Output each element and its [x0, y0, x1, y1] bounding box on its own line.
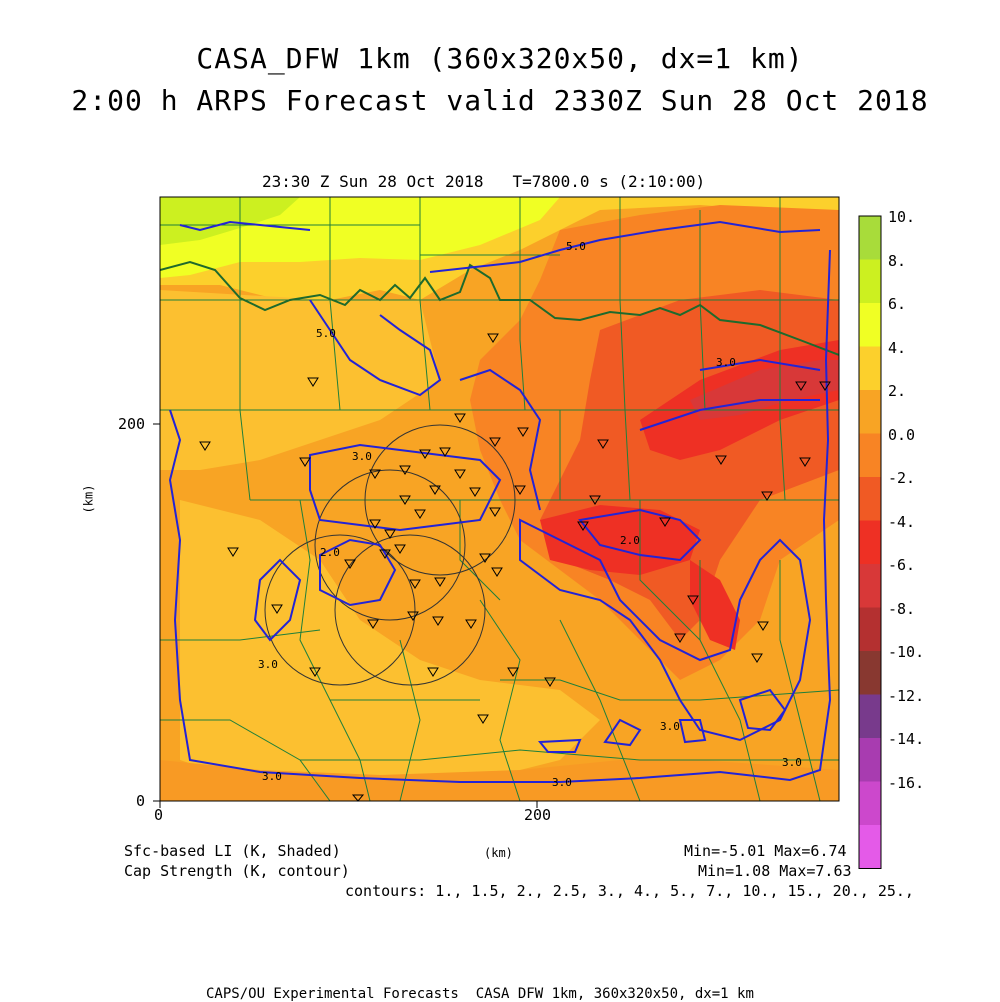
- colorbar-label: -14.: [888, 730, 925, 748]
- shaded-stats: Min=-5.01 Max=6.74: [684, 842, 847, 860]
- colorbar-label: -16.: [888, 773, 925, 792]
- colorbar-label: 2.: [888, 382, 907, 400]
- contour-label: 3.0: [782, 756, 802, 769]
- county-boundaries: [160, 197, 839, 801]
- contour-label: 3.0: [352, 450, 372, 463]
- colorbar-swatch: [859, 738, 881, 782]
- plot-frame: [159, 196, 840, 802]
- x-axis-label: (km): [484, 846, 513, 860]
- state-boundary-line: [160, 260, 839, 356]
- colorbar-swatch: [859, 825, 881, 869]
- li-shaded-field: [160, 197, 839, 801]
- colorbar-swatch: [859, 477, 881, 521]
- colorbar-frame: [858, 215, 882, 869]
- y-tick-0: 0: [136, 792, 146, 810]
- contour-label: 3.0: [660, 720, 680, 733]
- y-tick-200: 200: [118, 415, 146, 433]
- colorbar-label: -10.: [888, 643, 925, 661]
- figure-title: CASA_DFW 1km (360x320x50, dx=1 km): [196, 42, 804, 75]
- contour-label: 3.0: [716, 356, 736, 369]
- shaded-field-label: Sfc-based LI (K, Shaded): [124, 842, 341, 860]
- colorbar-swatch: [859, 346, 881, 390]
- colorbar-swatch: [859, 303, 881, 347]
- colorbar-label: -12.: [888, 686, 925, 705]
- contour-label: 5.0: [316, 327, 336, 340]
- colorbar-swatch: [859, 781, 881, 825]
- contour-label: 2.0: [320, 546, 340, 559]
- contour-label: 3.0: [552, 776, 572, 789]
- radar-range-rings: [264, 424, 516, 686]
- colorbar-label: -2.: [888, 469, 916, 487]
- valid-time-label: 23:30 Z Sun 28 Oct 2018 T=7800.0 s (2:10…: [262, 172, 706, 191]
- x-tick-0: 0: [154, 806, 164, 824]
- colorbar-label: -4.: [888, 512, 916, 531]
- x-tick-200: 200: [524, 806, 552, 824]
- contour-label: 5.0: [566, 240, 586, 253]
- figure-subtitle: 2:00 h ARPS Forecast valid 2330Z Sun 28 …: [71, 84, 929, 117]
- cap-strength-contours: [168, 220, 832, 783]
- axis-ticks: [153, 423, 538, 808]
- colorbar-label: 4.: [888, 338, 907, 357]
- colorbar-swatch: [859, 651, 881, 695]
- colorbar-swatch: [859, 390, 881, 434]
- colorbar-swatch: [859, 564, 881, 608]
- colorbar-swatch: [859, 520, 881, 564]
- colorbar-swatch: [859, 216, 881, 260]
- y-axis-label: (km): [81, 484, 96, 514]
- station-markers: [199, 333, 831, 802]
- colorbar-label: 8.: [888, 251, 907, 270]
- colorbar-swatch: [859, 433, 881, 477]
- contour-label: 3.0: [262, 770, 282, 783]
- contour-labels: 5.0 5.0 3.0 3.0 2.0 2.0 3.0 3.0 3.0 3.0 …: [258, 240, 802, 789]
- credit-line: CAPS/OU Experimental Forecasts CASA DFW …: [206, 986, 754, 1002]
- colorbar-label: -6.: [888, 556, 916, 574]
- colorbar-swatch: [859, 607, 881, 651]
- contour-stats: Min=1.08 Max=7.63: [698, 862, 852, 880]
- contour-label: 3.0: [258, 658, 278, 671]
- colorbar-label: 6.: [888, 295, 907, 313]
- colorbar: [858, 215, 882, 869]
- colorbar-label: -8.: [888, 599, 916, 618]
- colorbar-label: 0.0: [888, 425, 916, 444]
- colorbar-swatch: [859, 694, 881, 738]
- contour-label: 2.0: [620, 534, 640, 547]
- colorbar-swatch: [859, 259, 881, 303]
- colorbar-label: 10.: [888, 208, 916, 226]
- contour-field-label: Cap Strength (K, contour): [124, 862, 350, 880]
- contour-levels: contours: 1., 1.5, 2., 2.5, 3., 4., 5., …: [345, 882, 914, 900]
